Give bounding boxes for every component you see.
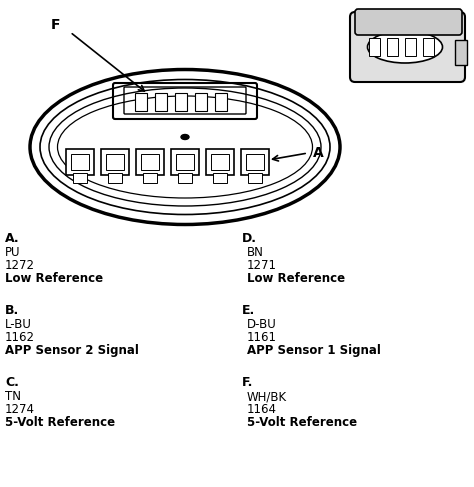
Bar bbox=[155, 93, 167, 111]
Text: E.: E. bbox=[242, 304, 255, 317]
Text: D-BU: D-BU bbox=[247, 318, 277, 331]
Text: F: F bbox=[50, 18, 60, 32]
Bar bbox=[178, 173, 192, 183]
Bar bbox=[246, 154, 264, 170]
Text: 1272: 1272 bbox=[5, 259, 35, 272]
Bar bbox=[241, 149, 269, 175]
Bar bbox=[171, 149, 199, 175]
Bar bbox=[405, 38, 416, 56]
Bar bbox=[73, 173, 87, 183]
Text: BN: BN bbox=[247, 246, 264, 259]
Bar bbox=[71, 154, 89, 170]
Text: APP Sensor 2 Signal: APP Sensor 2 Signal bbox=[5, 344, 139, 357]
Bar bbox=[101, 149, 129, 175]
Bar bbox=[176, 154, 194, 170]
Bar bbox=[248, 173, 262, 183]
Text: 1271: 1271 bbox=[247, 259, 277, 272]
Text: PU: PU bbox=[5, 246, 20, 259]
Text: C.: C. bbox=[5, 376, 19, 389]
Bar bbox=[175, 93, 187, 111]
Bar bbox=[108, 173, 122, 183]
Bar bbox=[143, 173, 157, 183]
Text: APP Sensor 1 Signal: APP Sensor 1 Signal bbox=[247, 344, 381, 357]
Text: 1162: 1162 bbox=[5, 331, 35, 344]
Text: TN: TN bbox=[5, 390, 21, 403]
Text: Low Reference: Low Reference bbox=[5, 272, 103, 285]
Text: 1161: 1161 bbox=[247, 331, 277, 344]
Text: A.: A. bbox=[5, 232, 19, 245]
Ellipse shape bbox=[60, 98, 310, 196]
Bar bbox=[387, 38, 398, 56]
Bar bbox=[455, 40, 467, 65]
Ellipse shape bbox=[367, 31, 443, 63]
Bar bbox=[106, 154, 124, 170]
Text: 5-Volt Reference: 5-Volt Reference bbox=[5, 416, 115, 429]
Bar bbox=[211, 154, 229, 170]
Text: Low Reference: Low Reference bbox=[247, 272, 345, 285]
Text: A: A bbox=[313, 146, 323, 160]
Bar bbox=[136, 149, 164, 175]
Bar bbox=[141, 154, 159, 170]
Bar bbox=[135, 93, 147, 111]
Text: L-BU: L-BU bbox=[5, 318, 32, 331]
Bar bbox=[215, 93, 227, 111]
FancyBboxPatch shape bbox=[350, 12, 465, 82]
Text: D.: D. bbox=[242, 232, 257, 245]
Text: WH/BK: WH/BK bbox=[247, 390, 287, 403]
FancyBboxPatch shape bbox=[355, 9, 462, 35]
Bar bbox=[369, 38, 380, 56]
Bar bbox=[423, 38, 434, 56]
Text: B.: B. bbox=[5, 304, 19, 317]
Text: 5-Volt Reference: 5-Volt Reference bbox=[247, 416, 357, 429]
Bar bbox=[66, 149, 94, 175]
Bar bbox=[206, 149, 234, 175]
Bar bbox=[213, 173, 227, 183]
Text: 1164: 1164 bbox=[247, 403, 277, 416]
Text: 1274: 1274 bbox=[5, 403, 35, 416]
Bar bbox=[195, 93, 207, 111]
Ellipse shape bbox=[181, 134, 189, 139]
Text: F.: F. bbox=[242, 376, 254, 389]
